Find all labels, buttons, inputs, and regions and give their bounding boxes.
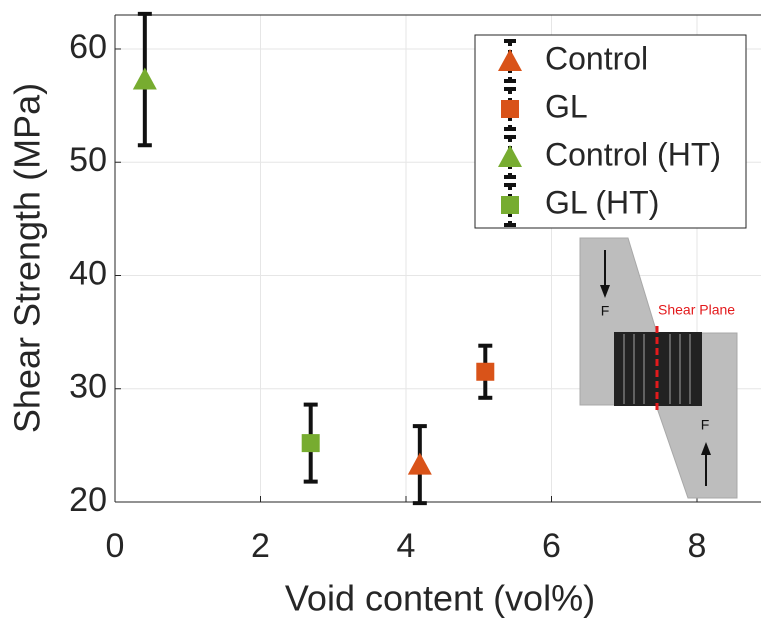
legend-marker	[501, 196, 519, 214]
data-point	[132, 67, 157, 90]
data-point	[301, 434, 320, 453]
legend-label: Control	[545, 40, 648, 76]
x-tick-label: 6	[542, 527, 561, 565]
inset-fibres	[623, 334, 691, 404]
legend-box	[474, 34, 747, 229]
y-tick-label: 30	[69, 368, 107, 406]
legend-marker	[501, 100, 519, 118]
inset-arrow	[701, 442, 711, 455]
annotation: Shear Plane	[658, 302, 735, 318]
x-tick-label: 8	[688, 527, 707, 565]
x-tick-label: 2	[251, 527, 270, 565]
annotation: F	[601, 303, 610, 319]
inset-arrow	[600, 285, 610, 298]
legend-marker	[498, 49, 522, 71]
y-tick-label: 20	[69, 481, 107, 519]
x-tick-label: 4	[397, 527, 416, 565]
inset-schematic: Shear Plane F F	[579, 237, 738, 499]
annotation: F	[701, 417, 710, 433]
legend-label: GL	[545, 88, 588, 124]
data-point	[407, 452, 432, 475]
x-axis-label: Void content (vol%)	[285, 578, 595, 618]
x-tick-label: 0	[106, 527, 125, 565]
y-axis-label: Shear Strength (MPa)	[7, 83, 48, 433]
legend-label: GL (HT)	[545, 184, 659, 220]
legend-marker	[498, 145, 522, 167]
y-tick-label: 60	[69, 28, 107, 66]
y-tick-label: 50	[69, 141, 107, 179]
legend-label: Control (HT)	[545, 136, 721, 172]
data-point	[476, 362, 495, 381]
y-tick-label: 40	[69, 254, 107, 292]
